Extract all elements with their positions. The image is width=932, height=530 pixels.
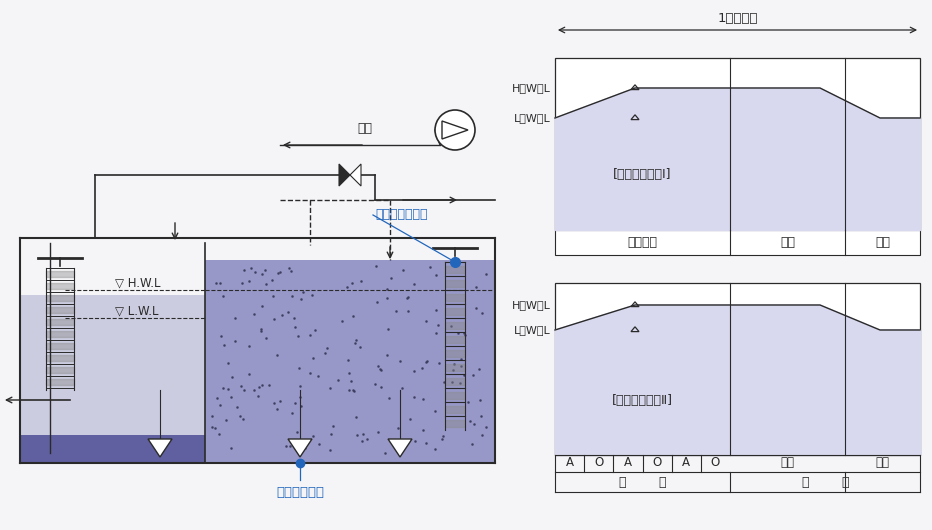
Polygon shape <box>555 330 920 455</box>
Text: アクアレータ: アクアレータ <box>276 485 324 499</box>
Text: L．W．L: L．W．L <box>514 113 551 123</box>
Polygon shape <box>445 420 465 427</box>
Polygon shape <box>445 280 465 287</box>
Polygon shape <box>445 308 465 315</box>
Text: 静: 静 <box>802 475 809 489</box>
Text: 排出: 排出 <box>875 235 890 249</box>
Text: [運転パターンⅡ]: [運転パターンⅡ] <box>612 393 673 407</box>
Text: L．W．L: L．W．L <box>514 325 551 335</box>
Polygon shape <box>445 294 465 301</box>
Polygon shape <box>445 392 465 399</box>
Polygon shape <box>288 439 312 457</box>
Polygon shape <box>555 118 920 230</box>
Polygon shape <box>445 350 465 357</box>
Text: 沈殺: 沈殺 <box>780 235 795 249</box>
Text: H．W．L: H．W．L <box>512 300 551 310</box>
Text: 空気: 空気 <box>358 121 373 135</box>
Bar <box>20 295 205 463</box>
Polygon shape <box>46 283 74 289</box>
Polygon shape <box>46 295 74 301</box>
Polygon shape <box>46 331 74 337</box>
Text: [運転パターンⅠ]: [運転パターンⅠ] <box>613 169 672 181</box>
Text: 1サイクル: 1サイクル <box>718 12 758 24</box>
Polygon shape <box>445 336 465 343</box>
Polygon shape <box>555 305 920 330</box>
Polygon shape <box>445 266 465 273</box>
Text: 拌: 拌 <box>659 475 666 489</box>
Polygon shape <box>46 271 74 277</box>
Polygon shape <box>46 307 74 313</box>
Text: 沈殺: 沈殺 <box>780 456 794 470</box>
Text: O: O <box>711 456 720 470</box>
Circle shape <box>435 110 475 150</box>
Polygon shape <box>388 439 412 457</box>
Bar <box>555 283 920 455</box>
Polygon shape <box>46 379 74 385</box>
Polygon shape <box>350 164 361 186</box>
Polygon shape <box>445 364 465 371</box>
Polygon shape <box>555 88 920 118</box>
Polygon shape <box>445 322 465 329</box>
Polygon shape <box>339 164 350 186</box>
Text: O: O <box>652 456 662 470</box>
Polygon shape <box>46 355 74 361</box>
Bar <box>555 58 920 230</box>
Text: H．W．L: H．W．L <box>512 83 551 93</box>
Text: ▽ H.W.L: ▽ H.W.L <box>115 276 160 289</box>
Text: 曝気撹拌: 曝気撹拌 <box>627 235 657 249</box>
Text: 上激水排出装置: 上激水排出装置 <box>375 208 428 222</box>
Polygon shape <box>46 343 74 349</box>
Text: ▽ L.W.L: ▽ L.W.L <box>115 304 158 317</box>
Text: 止: 止 <box>842 475 849 489</box>
Text: A: A <box>566 456 573 470</box>
Bar <box>205 260 495 463</box>
Polygon shape <box>148 439 172 457</box>
Polygon shape <box>46 319 74 325</box>
Polygon shape <box>445 406 465 413</box>
Polygon shape <box>445 378 465 385</box>
Text: A: A <box>682 456 691 470</box>
Text: A: A <box>624 456 632 470</box>
Text: 排出: 排出 <box>875 456 889 470</box>
Bar <box>20 435 205 463</box>
Bar <box>555 230 920 255</box>
Text: 撹: 撹 <box>619 475 626 489</box>
Text: O: O <box>594 456 603 470</box>
Polygon shape <box>46 367 74 373</box>
